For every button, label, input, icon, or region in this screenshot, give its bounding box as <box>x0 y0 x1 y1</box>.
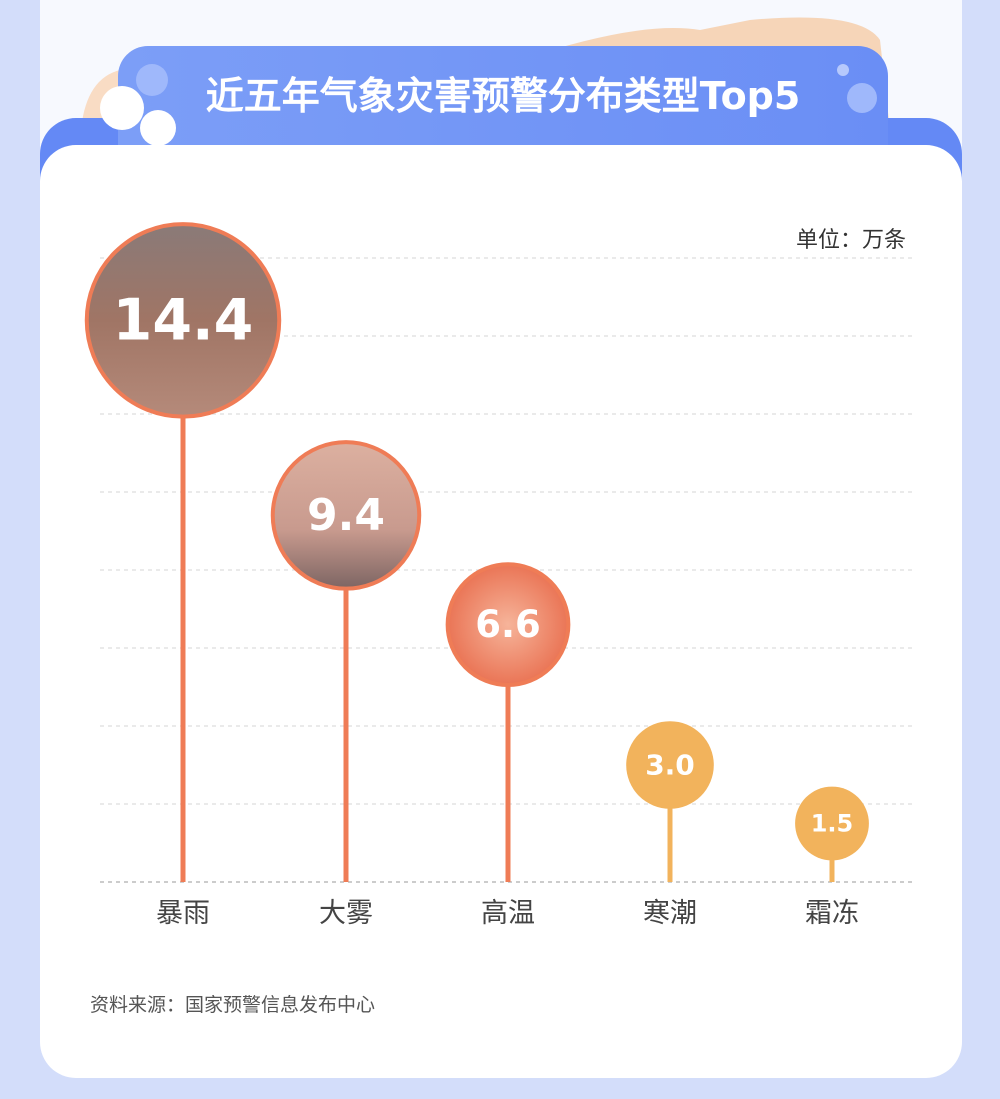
chart-title: 近五年气象灾害预警分布类型Top5 <box>205 74 801 118</box>
lollipop-head <box>270 440 422 591</box>
category-label: 霜冻 <box>805 898 859 929</box>
value-label: 1.5 <box>811 810 854 838</box>
value-label: 3.0 <box>645 749 695 782</box>
value-label: 14.4 <box>113 287 254 353</box>
unit-label: 单位：万条 <box>795 228 906 253</box>
lollipop-head <box>84 222 282 419</box>
value-label: 6.6 <box>475 603 541 646</box>
source-note: 资料来源：国家预警信息发布中心 <box>90 994 376 1016</box>
page-background <box>0 0 40 1099</box>
lollipop-head <box>795 786 869 861</box>
value-label: 9.4 <box>307 490 385 541</box>
category-label: 暴雨 <box>156 898 210 929</box>
lollipop-head <box>626 721 714 809</box>
title-tab <box>118 46 888 146</box>
category-label: 寒潮 <box>643 898 697 929</box>
category-label: 大雾 <box>319 898 373 929</box>
category-label: 高温 <box>481 898 535 929</box>
lollipop-head <box>445 562 571 687</box>
bubbles-decoration <box>100 64 877 146</box>
